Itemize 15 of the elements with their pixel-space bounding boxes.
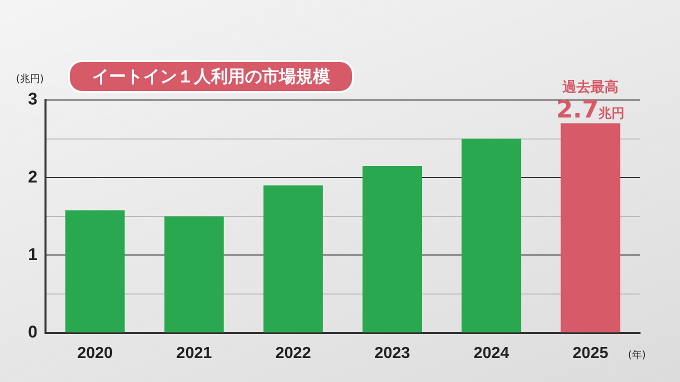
annotation: 過去最高 — [561, 78, 618, 96]
x-tick-label: 2024 — [474, 344, 510, 362]
x-tick-label: 2022 — [275, 344, 312, 362]
y-tick-label: 2 — [28, 167, 38, 186]
y-tick-label: 3 — [28, 90, 38, 109]
x-axis-title: (年) — [628, 349, 646, 362]
x-tick-label: 2025 — [572, 344, 608, 362]
y-tick-label: 0 — [28, 322, 38, 342]
y-axis-title: (兆円) — [16, 72, 44, 86]
x-tick-label: 2023 — [374, 344, 410, 362]
y-tick-label: 1 — [28, 244, 38, 264]
x-tick-label: 2021 — [176, 344, 212, 362]
chart-title: イートイン１人利用の市場規模 — [68, 60, 354, 93]
data-label: 2.7兆円 — [556, 95, 625, 124]
x-tick-label: 2020 — [77, 344, 113, 362]
